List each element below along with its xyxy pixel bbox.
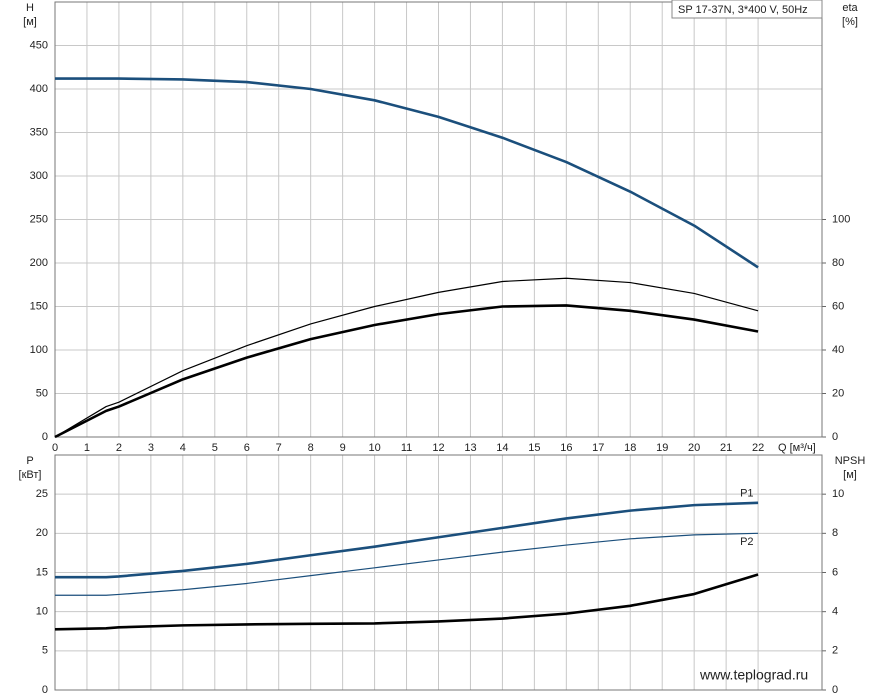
series-label: P2 <box>740 536 753 548</box>
y2-axis-label: eta <box>842 2 858 14</box>
y-tick-label: 200 <box>30 257 48 269</box>
y2-tick-label: 2 <box>832 645 838 657</box>
y2-tick-label: 60 <box>832 300 844 312</box>
y-tick-label: 5 <box>42 645 48 657</box>
y-tick-label: 150 <box>30 300 48 312</box>
series-line <box>54 573 759 631</box>
y-tick-label: 350 <box>30 126 48 138</box>
watermark: www.teplograd.ru <box>699 667 808 683</box>
x-axis-label: Q [м³/ч] <box>778 442 816 454</box>
x-tick-label: 3 <box>148 442 154 454</box>
y-tick-label: 450 <box>30 39 48 51</box>
y-tick-label: 25 <box>36 488 48 500</box>
chart-title: SP 17-37N, 3*400 V, 50Hz <box>678 4 808 16</box>
y-tick-label: 400 <box>30 83 48 95</box>
title-box <box>671 0 823 19</box>
y-tick-label: 250 <box>30 213 48 225</box>
x-tick-label: 14 <box>496 442 508 454</box>
x-tick-label: 19 <box>656 442 668 454</box>
x-tick-label: 8 <box>308 442 314 454</box>
series-line <box>55 77 759 269</box>
y-axis-label: P <box>26 455 33 467</box>
y2-tick-label: 40 <box>832 344 844 356</box>
y2-tick-label: 80 <box>832 257 844 269</box>
y2-tick-label: 0 <box>832 684 838 696</box>
x-tick-label: 2 <box>116 442 122 454</box>
x-tick-label: 20 <box>688 442 700 454</box>
y2-tick-label: 8 <box>832 527 838 539</box>
x-tick-label: 6 <box>244 442 250 454</box>
y2-tick-label: 100 <box>832 213 850 225</box>
y2-tick-label: 20 <box>832 387 844 399</box>
y-tick-label: 20 <box>36 527 48 539</box>
y2-axis-unit: [м] <box>843 469 857 481</box>
x-tick-label: 4 <box>180 442 186 454</box>
series-line <box>55 501 759 579</box>
x-tick-label: 12 <box>432 442 444 454</box>
x-tick-label: 18 <box>624 442 636 454</box>
y2-tick-label: 6 <box>832 566 838 578</box>
series-label: P1 <box>740 488 753 500</box>
x-tick-label: 1 <box>84 442 90 454</box>
y-axis-unit: [кВт] <box>19 469 42 481</box>
plot-frame <box>54 454 823 691</box>
x-tick-label: 5 <box>212 442 218 454</box>
x-tick-label: 11 <box>401 442 412 454</box>
y2-axis-unit: [%] <box>842 16 858 28</box>
y-tick-label: 0 <box>42 431 48 443</box>
y-tick-label: 0 <box>42 684 48 696</box>
series-line <box>54 277 759 438</box>
y-tick-label: 15 <box>36 566 48 578</box>
y-tick-label: 50 <box>36 387 48 399</box>
x-tick-label: 21 <box>720 442 732 454</box>
y2-tick-label: 0 <box>832 431 838 443</box>
y-axis-label: H <box>26 2 34 14</box>
x-tick-label: 9 <box>340 442 346 454</box>
x-tick-label: 22 <box>752 442 764 454</box>
x-tick-label: 13 <box>464 442 476 454</box>
x-tick-label: 15 <box>528 442 540 454</box>
y-tick-label: 100 <box>30 344 48 356</box>
x-tick-label: 10 <box>368 442 380 454</box>
x-tick-label: 7 <box>276 442 282 454</box>
y2-tick-label: 4 <box>832 606 838 618</box>
series-line <box>55 532 759 596</box>
series-line <box>54 304 759 439</box>
plot-frame <box>54 1 823 438</box>
y2-tick-label: 10 <box>832 488 844 500</box>
y-tick-label: 300 <box>30 170 48 182</box>
y-tick-label: 10 <box>36 606 48 618</box>
y2-axis-label: NPSH <box>835 455 866 467</box>
x-tick-label: 0 <box>52 442 58 454</box>
x-tick-label: 16 <box>560 442 572 454</box>
y-axis-unit: [м] <box>23 16 37 28</box>
x-tick-label: 17 <box>592 442 604 454</box>
